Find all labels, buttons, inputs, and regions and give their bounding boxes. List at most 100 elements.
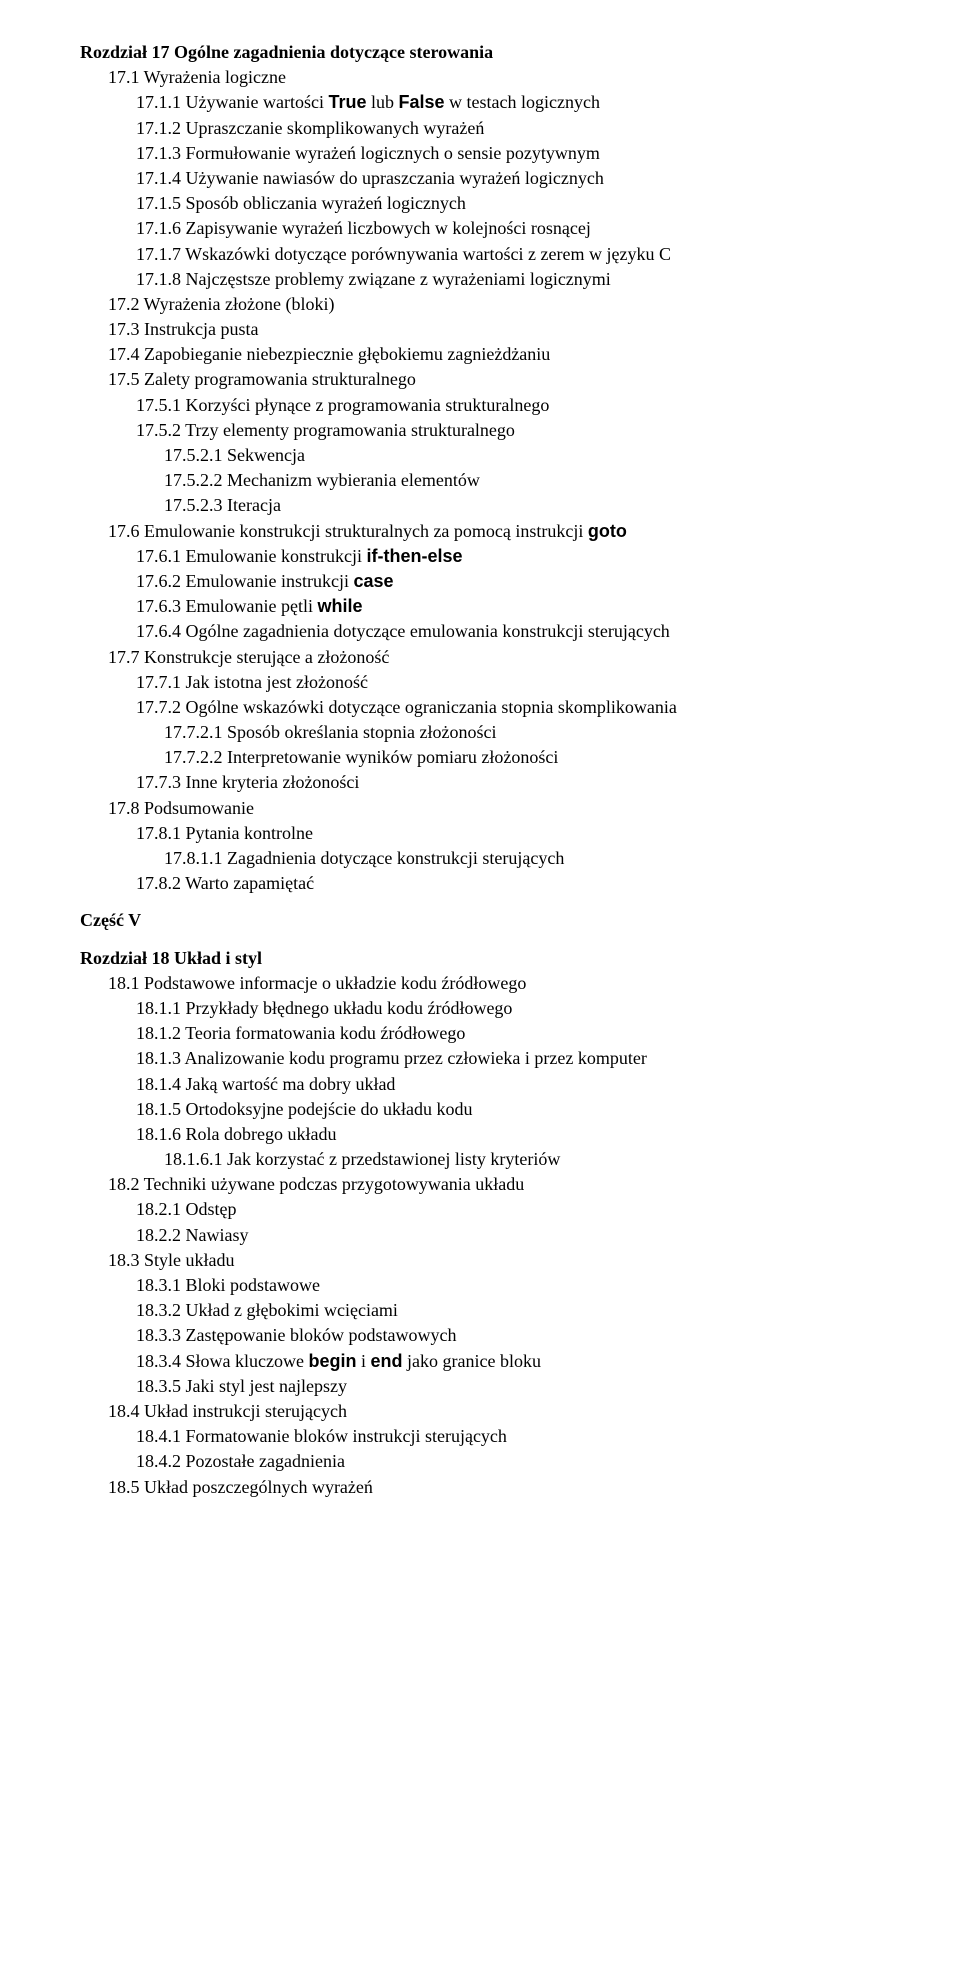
toc-text: 17.6.3 Emulowanie pętli <box>136 596 317 616</box>
toc-text: 17.2 Wyrażenia złożone (bloki) <box>108 294 335 314</box>
toc-line: 18.3.5 Jaki styl jest najlepszy <box>136 1374 930 1399</box>
toc-text: 17.1.3 Formułowanie wyrażeń logicznych o… <box>136 143 600 163</box>
toc-text: 18.1.6 Rola dobrego układu <box>136 1124 336 1144</box>
toc-text: 18.2.1 Odstęp <box>136 1199 237 1219</box>
toc-line: 17.1.4 Używanie nawiasów do upraszczania… <box>136 166 930 191</box>
toc-text: 17.7.2.1 Sposób określania stopnia złożo… <box>164 722 496 742</box>
toc-line: 18.1 Podstawowe informacje o układzie ko… <box>108 971 930 996</box>
toc-line: 17.7.1 Jak istotna jest złożoność <box>136 670 930 695</box>
toc-text: 18.1.6.1 Jak korzystać z przedstawionej … <box>164 1149 560 1169</box>
toc-line: 17.1.1 Używanie wartości True lub False … <box>136 90 930 115</box>
toc-text: 17.6.4 Ogólne zagadnienia dotyczące emul… <box>136 621 670 641</box>
code-keyword: True <box>328 92 366 112</box>
toc-text: 17.8.2 Warto zapamiętać <box>136 873 314 893</box>
toc-text: i <box>356 1351 370 1371</box>
toc-line: 18.2.2 Nawiasy <box>136 1223 930 1248</box>
toc-text: 17.1 Wyrażenia logiczne <box>108 67 286 87</box>
toc-text: 18.3 Style układu <box>108 1250 235 1270</box>
toc-line: 17.8.1 Pytania kontrolne <box>136 821 930 846</box>
toc-line: 17.5.2 Trzy elementy programowania struk… <box>136 418 930 443</box>
toc-text: 18.1.1 Przykłady błędnego układu kodu źr… <box>136 998 512 1018</box>
code-keyword: goto <box>588 521 627 541</box>
code-keyword: begin <box>308 1351 356 1371</box>
toc-text: 18.4.2 Pozostałe zagadnienia <box>136 1451 345 1471</box>
toc-text: Rozdział 17 Ogólne zagadnienia dotyczące… <box>80 42 493 62</box>
toc-line: 18.4.1 Formatowanie bloków instrukcji st… <box>136 1424 930 1449</box>
section-spacer <box>80 934 930 946</box>
toc-line: 17.3 Instrukcja pusta <box>108 317 930 342</box>
toc-text: 18.1.2 Teoria formatowania kodu źródłowe… <box>136 1023 465 1043</box>
toc-text: 18.2 Techniki używane podczas przygotowy… <box>108 1174 524 1194</box>
toc-text: 17.5.2.2 Mechanizm wybierania elementów <box>164 470 480 490</box>
toc-text: 17.4 Zapobieganie niebezpiecznie głęboki… <box>108 344 550 364</box>
toc-text: 17.7.3 Inne kryteria złożoności <box>136 772 359 792</box>
toc-text: 17.1.2 Upraszczanie skomplikowanych wyra… <box>136 118 484 138</box>
toc-text: lub <box>366 92 398 112</box>
toc-line: 17.1.3 Formułowanie wyrażeń logicznych o… <box>136 141 930 166</box>
toc-line: 17.1 Wyrażenia logiczne <box>108 65 930 90</box>
toc-text: Część V <box>80 910 141 930</box>
toc-line: 18.2.1 Odstęp <box>136 1197 930 1222</box>
toc-line: 18.3 Style układu <box>108 1248 930 1273</box>
toc-text: jako granice bloku <box>403 1351 541 1371</box>
toc-text: 18.2.2 Nawiasy <box>136 1225 248 1245</box>
toc-text: 18.1.5 Ortodoksyjne podejście do układu … <box>136 1099 472 1119</box>
toc-text: 17.8 Podsumowanie <box>108 798 254 818</box>
toc-line: 18.5 Układ poszczególnych wyrażeń <box>108 1475 930 1500</box>
toc-line: 17.1.8 Najczęstsze problemy związane z w… <box>136 267 930 292</box>
toc-line: 17.5.2.2 Mechanizm wybierania elementów <box>164 468 930 493</box>
toc-line: 17.7 Konstrukcje sterujące a złożoność <box>108 645 930 670</box>
toc-text: 18.3.3 Zastępowanie bloków podstawowych <box>136 1325 456 1345</box>
toc-text: 18.3.4 Słowa kluczowe <box>136 1351 308 1371</box>
toc-text: 17.6.1 Emulowanie konstrukcji <box>136 546 366 566</box>
toc-text: 17.7.2.2 Interpretowanie wyników pomiaru… <box>164 747 558 767</box>
toc-text: 18.1 Podstawowe informacje o układzie ko… <box>108 973 526 993</box>
toc-text: 17.5.2 Trzy elementy programowania struk… <box>136 420 515 440</box>
toc-text: 17.1.4 Używanie nawiasów do upraszczania… <box>136 168 604 188</box>
toc-line: 18.4.2 Pozostałe zagadnienia <box>136 1449 930 1474</box>
toc-text: 17.1.5 Sposób obliczania wyrażeń logiczn… <box>136 193 466 213</box>
toc-line: Część V <box>80 908 930 933</box>
toc-line: 17.5.1 Korzyści płynące z programowania … <box>136 393 930 418</box>
toc-text: 17.1.6 Zapisywanie wyrażeń liczbowych w … <box>136 218 591 238</box>
toc-line: 17.8.1.1 Zagadnienia dotyczące konstrukc… <box>164 846 930 871</box>
toc-text: 17.5.2.3 Iteracja <box>164 495 281 515</box>
toc-line: 18.1.5 Ortodoksyjne podejście do układu … <box>136 1097 930 1122</box>
toc-line: 18.3.3 Zastępowanie bloków podstawowych <box>136 1323 930 1348</box>
toc-text: 18.3.5 Jaki styl jest najlepszy <box>136 1376 347 1396</box>
toc-text: 17.8.1 Pytania kontrolne <box>136 823 313 843</box>
toc-text: 18.4 Układ instrukcji sterujących <box>108 1401 347 1421</box>
toc-text: 17.7.2 Ogólne wskazówki dotyczące ograni… <box>136 697 677 717</box>
toc-line: 17.2 Wyrażenia złożone (bloki) <box>108 292 930 317</box>
toc-text: Rozdział 18 Układ i styl <box>80 948 262 968</box>
toc-line: 17.1.2 Upraszczanie skomplikowanych wyra… <box>136 116 930 141</box>
toc-text: 17.7.1 Jak istotna jest złożoność <box>136 672 368 692</box>
toc-line: 17.5.2.3 Iteracja <box>164 493 930 518</box>
toc-text: 17.5.2.1 Sekwencja <box>164 445 305 465</box>
toc-line: 17.8.2 Warto zapamiętać <box>136 871 930 896</box>
toc-line: 18.1.2 Teoria formatowania kodu źródłowe… <box>136 1021 930 1046</box>
toc-text: 17.8.1.1 Zagadnienia dotyczące konstrukc… <box>164 848 564 868</box>
toc-line: 17.6.4 Ogólne zagadnienia dotyczące emul… <box>136 619 930 644</box>
toc-line: 18.1.3 Analizowanie kodu programu przez … <box>136 1046 930 1071</box>
toc-line: 17.6 Emulowanie konstrukcji strukturalny… <box>108 519 930 544</box>
toc-line: 18.1.6.1 Jak korzystać z przedstawionej … <box>164 1147 930 1172</box>
toc-line: 18.3.4 Słowa kluczowe begin i end jako g… <box>136 1349 930 1374</box>
toc-text: 17.3 Instrukcja pusta <box>108 319 258 339</box>
toc-text: 17.1.8 Najczęstsze problemy związane z w… <box>136 269 611 289</box>
toc-line: 18.4 Układ instrukcji sterujących <box>108 1399 930 1424</box>
toc-text: 17.6.2 Emulowanie instrukcji <box>136 571 353 591</box>
toc-line: 17.5.2.1 Sekwencja <box>164 443 930 468</box>
toc-line: 17.7.2 Ogólne wskazówki dotyczące ograni… <box>136 695 930 720</box>
toc-text: 17.7 Konstrukcje sterujące a złożoność <box>108 647 389 667</box>
toc-text: 17.5 Zalety programowania strukturalnego <box>108 369 416 389</box>
toc-line: 18.3.1 Bloki podstawowe <box>136 1273 930 1298</box>
toc-line: 17.1.5 Sposób obliczania wyrażeń logiczn… <box>136 191 930 216</box>
toc-line: 18.1.1 Przykłady błędnego układu kodu źr… <box>136 996 930 1021</box>
toc-line: 17.6.1 Emulowanie konstrukcji if-then-el… <box>136 544 930 569</box>
toc-text: 18.3.2 Układ z głębokimi wcięciami <box>136 1300 398 1320</box>
toc-text: 17.1.7 Wskazówki dotyczące porównywania … <box>136 244 671 264</box>
toc-text: 17.6 Emulowanie konstrukcji strukturalny… <box>108 521 588 541</box>
code-keyword: end <box>370 1351 402 1371</box>
toc-text: 18.1.3 Analizowanie kodu programu przez … <box>136 1048 647 1068</box>
